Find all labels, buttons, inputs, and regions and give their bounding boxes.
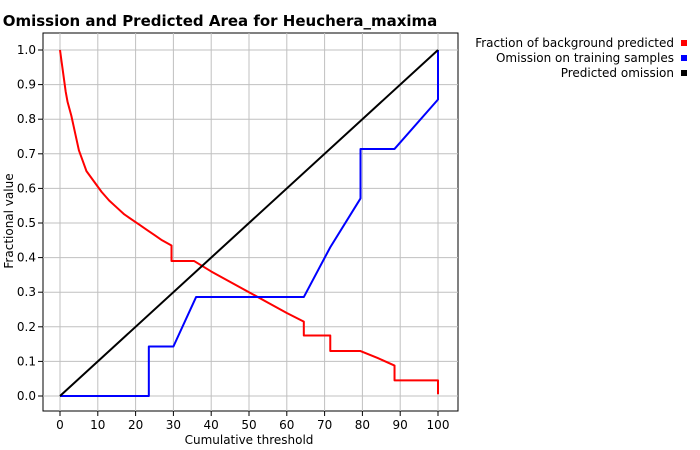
- chart-title: Omission and Predicted Area for Heuchera…: [3, 12, 438, 30]
- x-axis-label: Cumulative threshold: [185, 433, 314, 447]
- legend-swatch: [681, 55, 687, 61]
- y-tick-label: 0.5: [17, 216, 36, 230]
- series-group: [59, 49, 439, 397]
- series-line-omission-on-training-samples: [60, 50, 439, 397]
- x-tick-label: 40: [204, 418, 219, 432]
- grid: [43, 33, 458, 411]
- y-tick-label: 0.6: [17, 181, 36, 195]
- x-tick-label: 10: [90, 418, 105, 432]
- series-line-predicted-omission: [59, 49, 439, 397]
- x-tick-label: 100: [427, 418, 450, 432]
- x-tick-label: 30: [166, 418, 181, 432]
- y-tick-label: 0.1: [17, 354, 36, 368]
- legend: Fraction of background predictedOmission…: [475, 36, 687, 80]
- x-tick-label: 0: [56, 418, 64, 432]
- x-tick-label: 20: [128, 418, 143, 432]
- series-line-fraction-of-background-predicted: [59, 49, 439, 395]
- y-tick-label: 0.2: [17, 320, 36, 334]
- y-tick-label: 0.4: [17, 251, 36, 265]
- y-tick-label: 0.8: [17, 112, 36, 126]
- x-tick-label: 70: [317, 418, 332, 432]
- y-tick-label: 0.7: [17, 147, 36, 161]
- legend-swatch: [681, 40, 687, 46]
- y-tick-label: 0.9: [17, 78, 36, 92]
- x-tick-label: 60: [279, 418, 294, 432]
- legend-swatch: [681, 70, 687, 76]
- ticks: 0 10 20 30 40 50 60 70 80 90 100 0.0 0.1 0.2 0.3 0.4 0.5…: [17, 43, 450, 432]
- y-axis-label: Fractional value: [2, 173, 16, 268]
- x-tick-label: 50: [241, 418, 256, 432]
- legend-label: Predicted omission: [561, 66, 674, 80]
- x-tick-label: 90: [393, 418, 408, 432]
- x-tick-label: 80: [355, 418, 370, 432]
- legend-label: Fraction of background predicted: [475, 36, 674, 50]
- y-tick-label: 1.0: [17, 43, 36, 57]
- y-tick-label: 0.0: [17, 389, 36, 403]
- legend-label: Omission on training samples: [496, 51, 674, 65]
- y-tick-label: 0.3: [17, 285, 36, 299]
